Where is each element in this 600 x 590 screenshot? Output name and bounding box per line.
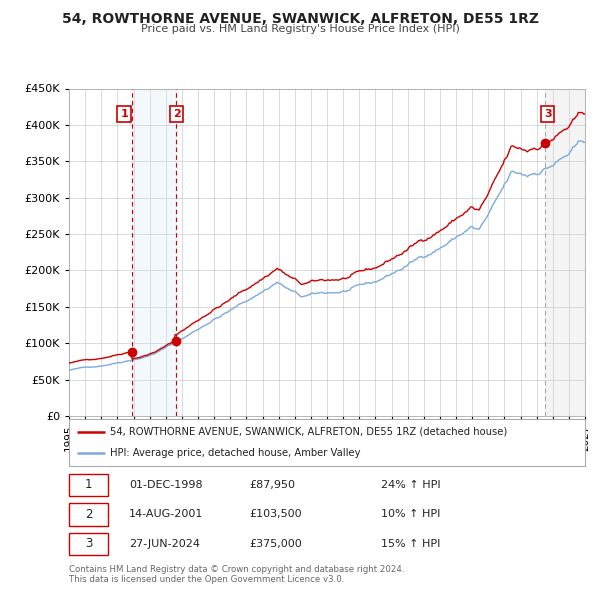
Text: £375,000: £375,000	[249, 539, 302, 549]
Text: 24% ↑ HPI: 24% ↑ HPI	[381, 480, 440, 490]
Text: 3: 3	[544, 109, 551, 119]
Text: 01-DEC-1998: 01-DEC-1998	[129, 480, 203, 490]
Text: Price paid vs. HM Land Registry's House Price Index (HPI): Price paid vs. HM Land Registry's House …	[140, 24, 460, 34]
Text: 2: 2	[85, 508, 92, 521]
Text: 54, ROWTHORNE AVENUE, SWANWICK, ALFRETON, DE55 1RZ: 54, ROWTHORNE AVENUE, SWANWICK, ALFRETON…	[62, 12, 539, 26]
FancyBboxPatch shape	[69, 419, 585, 466]
Bar	[545, 88, 585, 416]
Text: £103,500: £103,500	[249, 509, 302, 519]
Text: HPI: Average price, detached house, Amber Valley: HPI: Average price, detached house, Ambe…	[110, 448, 361, 458]
Text: 2: 2	[173, 109, 181, 119]
Bar	[132, 88, 176, 416]
Text: 14-AUG-2001: 14-AUG-2001	[129, 509, 203, 519]
Text: 10% ↑ HPI: 10% ↑ HPI	[381, 509, 440, 519]
Text: 27-JUN-2024: 27-JUN-2024	[129, 539, 200, 549]
Bar	[545, 88, 585, 416]
Text: 54, ROWTHORNE AVENUE, SWANWICK, ALFRETON, DE55 1RZ (detached house): 54, ROWTHORNE AVENUE, SWANWICK, ALFRETON…	[110, 427, 508, 437]
Text: £87,950: £87,950	[249, 480, 295, 490]
Text: 3: 3	[85, 537, 92, 550]
Text: 15% ↑ HPI: 15% ↑ HPI	[381, 539, 440, 549]
Text: Contains HM Land Registry data © Crown copyright and database right 2024.
This d: Contains HM Land Registry data © Crown c…	[69, 565, 404, 584]
Text: 1: 1	[120, 109, 128, 119]
Text: 1: 1	[85, 478, 92, 491]
